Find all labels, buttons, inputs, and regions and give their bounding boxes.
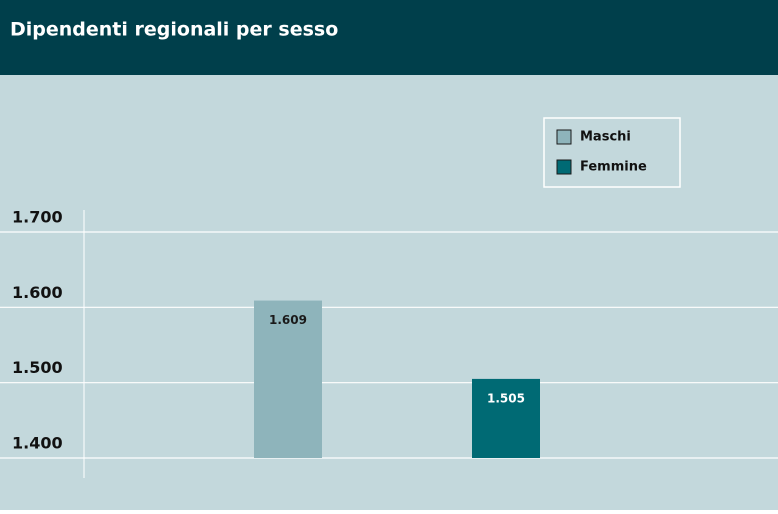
header bbox=[0, 0, 778, 75]
legend-label: Femmine bbox=[580, 160, 647, 175]
y-tick-label: 1.700 bbox=[12, 208, 63, 227]
chart-title: Dipendenti regionali per sesso bbox=[10, 19, 338, 41]
data-label: 1.505 bbox=[487, 391, 525, 405]
bar bbox=[254, 300, 322, 458]
y-tick-label: 1.500 bbox=[12, 358, 63, 377]
legend-label: Maschi bbox=[580, 130, 631, 145]
y-tick-label: 1.600 bbox=[12, 283, 63, 302]
legend-swatch bbox=[556, 129, 572, 145]
legend-box bbox=[543, 117, 681, 188]
y-tick-label: 1.400 bbox=[12, 434, 63, 453]
bar bbox=[472, 378, 540, 458]
legend-swatch bbox=[556, 159, 572, 175]
data-label: 1.609 bbox=[269, 313, 307, 327]
